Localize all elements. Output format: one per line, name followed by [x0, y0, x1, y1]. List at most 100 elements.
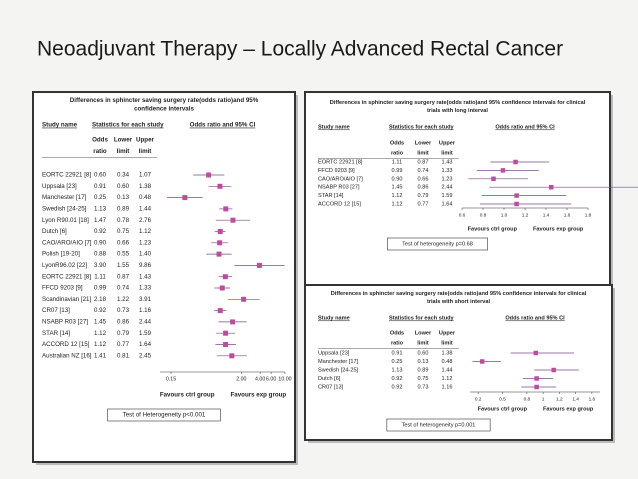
- odds-ratio-marker: [217, 308, 223, 314]
- study-stat: 1.11: [94, 273, 106, 280]
- study-stat: 1.44: [442, 367, 453, 373]
- study-stat: 2.76: [139, 217, 152, 224]
- odds-ratio-marker: [230, 217, 236, 223]
- column-header: Statistics for each study: [389, 124, 455, 130]
- study-name: CR07 [13]: [318, 384, 344, 390]
- heterogeneity-box: [386, 418, 491, 432]
- study-stat: 0.79: [418, 193, 429, 199]
- subcolumn-header: Lower: [114, 137, 133, 144]
- study-stat: 1.12: [392, 201, 403, 207]
- forest-plot: Differences in sphincter saving surgery …: [318, 291, 600, 432]
- study-stat: 1.45: [392, 185, 403, 191]
- study-stat: 1.40: [139, 251, 152, 258]
- odds-ratio-marker: [491, 176, 496, 182]
- column-header: Statistics for each study: [389, 315, 455, 321]
- x-tick-label: 0.5: [499, 396, 506, 402]
- subcolumn-header: limit: [117, 148, 130, 155]
- study-stat: 1.23: [139, 239, 152, 246]
- odds-ratio-marker: [549, 184, 554, 190]
- x-tick-label: 0.8: [524, 396, 531, 402]
- x-tick-label: 1: [542, 396, 545, 402]
- study-stat: 0.60: [94, 172, 107, 179]
- slide-title: Neoadjuvant Therapy – Locally Advanced R…: [37, 38, 563, 61]
- study-stat: 0.78: [117, 217, 130, 224]
- study-stat: 3.91: [139, 296, 152, 303]
- odds-ratio-marker: [256, 262, 262, 268]
- study-stat: 0.77: [117, 341, 130, 348]
- odds-ratio-marker: [229, 353, 235, 359]
- study-name: Dutch [6]: [42, 228, 67, 235]
- x-tick-label: 10.00: [278, 376, 291, 382]
- study-name: CAO/ARO/AIO [7]: [318, 176, 363, 182]
- study-name: FFCD 9203 [9]: [42, 285, 83, 292]
- study-name: Lyon R90.01 [18]: [42, 217, 89, 224]
- study-name: CR07 [13]: [42, 307, 70, 314]
- study-stat: 0.75: [117, 228, 130, 235]
- study-name: Uppsala [23]: [318, 350, 350, 356]
- panel-title: Differences in sphincter saving surgery …: [70, 97, 259, 113]
- study-name: Polish [19-20]: [42, 251, 80, 258]
- x-tick-label: 0.2: [475, 396, 482, 402]
- study-name: Australian NZ [16]: [42, 352, 92, 359]
- study-name: LyonR96.02 [22]: [42, 262, 87, 269]
- forest-plot: Differences in sphincter saving surgery …: [42, 97, 292, 422]
- panel: [304, 91, 611, 286]
- subcolumn-header: limit: [417, 151, 429, 157]
- study-stat: 0.79: [117, 330, 130, 337]
- study-stat: 0.92: [392, 376, 403, 382]
- study-stat: 1.64: [442, 201, 453, 207]
- odds-ratio-marker: [533, 350, 539, 356]
- odds-ratio-marker: [230, 319, 236, 325]
- odds-ratio-marker: [241, 296, 247, 302]
- study-stat: 0.55: [117, 251, 130, 258]
- study-name: EORTC 22921 [8]: [42, 273, 91, 280]
- study-name: Scandinavian [21]: [42, 296, 91, 303]
- study-stat: 2.44: [442, 185, 453, 191]
- column-header: Odds ratio and 95% CI: [505, 315, 565, 321]
- study-stat: 0.89: [418, 367, 429, 373]
- odds-ratio-marker: [479, 359, 485, 364]
- study-stat: 1.12: [442, 376, 453, 382]
- study-stat: 1.64: [139, 341, 152, 348]
- study-stat: 1.59: [139, 330, 152, 337]
- odds-ratio-marker: [206, 172, 212, 178]
- study-stat: 1.16: [442, 384, 453, 390]
- column-header: Odds ratio and 95% CI: [190, 122, 256, 129]
- study-stat: 0.13: [418, 359, 429, 365]
- study-stat: 1.38: [442, 350, 453, 356]
- study-stat: 1.12: [94, 330, 107, 337]
- x-tick-label: 6.00: [266, 376, 276, 382]
- subcolumn-header: Odds: [390, 140, 404, 146]
- study-stat: 0.66: [117, 239, 130, 246]
- study-stat: 0.73: [418, 384, 429, 390]
- study-name: ACCORD 12 [15]: [318, 201, 361, 207]
- study-stat: 0.91: [392, 350, 403, 356]
- study-stat: 1.45: [94, 319, 107, 326]
- study-stat: 0.87: [418, 159, 429, 165]
- subcolumn-header: Odds: [92, 137, 108, 144]
- x-tick-label: 0.6: [459, 212, 466, 218]
- x-tick-label: 1.0: [501, 212, 508, 218]
- study-stat: 2.44: [139, 319, 152, 326]
- column-header: Statistics for each study: [92, 122, 164, 129]
- x-tick-label: 2.00: [236, 376, 246, 382]
- study-stat: 0.90: [392, 176, 403, 182]
- forest-plot: Differences in sphincter saving surgery …: [318, 100, 638, 251]
- odds-ratio-marker: [551, 367, 556, 373]
- odds-ratio-marker: [217, 183, 223, 189]
- study-stat: 0.88: [94, 251, 107, 258]
- study-stat: 9.86: [139, 262, 152, 269]
- study-stat: 1.43: [442, 159, 453, 165]
- study-name: FFCD 9203 [9]: [318, 168, 355, 174]
- study-stat: 0.92: [94, 307, 107, 314]
- heterogeneity-box: [387, 237, 488, 251]
- study-stat: 0.60: [418, 350, 429, 356]
- odds-ratio-marker: [500, 168, 506, 173]
- study-stat: 1.07: [139, 172, 152, 179]
- study-stat: 1.12: [139, 228, 152, 235]
- study-stat: 0.99: [392, 168, 403, 174]
- study-stat: 1.13: [392, 367, 403, 373]
- study-stat: 0.86: [418, 185, 429, 191]
- subcolumn-header: Upper: [439, 330, 456, 336]
